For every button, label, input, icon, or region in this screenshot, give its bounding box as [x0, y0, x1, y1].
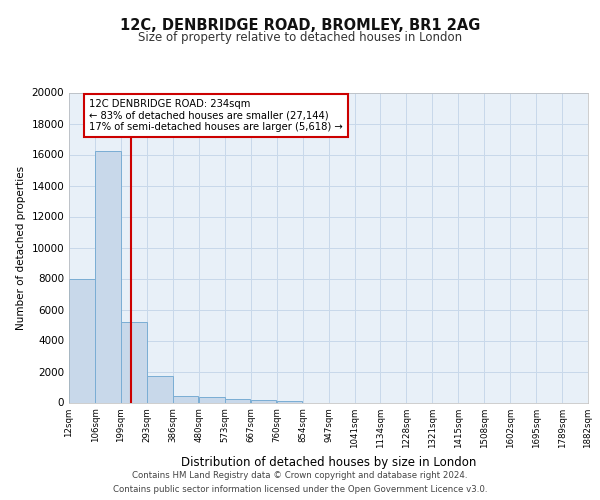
Text: Size of property relative to detached houses in London: Size of property relative to detached ho… [138, 31, 462, 44]
Text: 12C DENBRIDGE ROAD: 234sqm
← 83% of detached houses are smaller (27,144)
17% of : 12C DENBRIDGE ROAD: 234sqm ← 83% of deta… [89, 98, 343, 132]
Bar [173, 396, 199, 402]
Text: Contains HM Land Registry data © Crown copyright and database right 2024.
Contai: Contains HM Land Registry data © Crown c… [113, 472, 487, 494]
Bar [251, 400, 277, 402]
Bar [199, 398, 224, 402]
Bar [147, 376, 173, 402]
Bar [121, 322, 146, 402]
Y-axis label: Number of detached properties: Number of detached properties [16, 166, 26, 330]
Bar [225, 400, 250, 402]
Bar [95, 152, 121, 402]
Bar [69, 278, 95, 402]
X-axis label: Distribution of detached houses by size in London: Distribution of detached houses by size … [181, 456, 476, 469]
Text: 12C, DENBRIDGE ROAD, BROMLEY, BR1 2AG: 12C, DENBRIDGE ROAD, BROMLEY, BR1 2AG [120, 18, 480, 32]
